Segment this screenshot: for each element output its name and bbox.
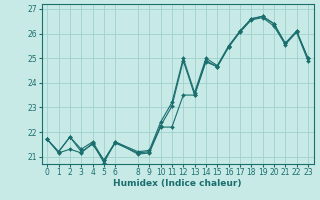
X-axis label: Humidex (Indice chaleur): Humidex (Indice chaleur)	[113, 179, 242, 188]
